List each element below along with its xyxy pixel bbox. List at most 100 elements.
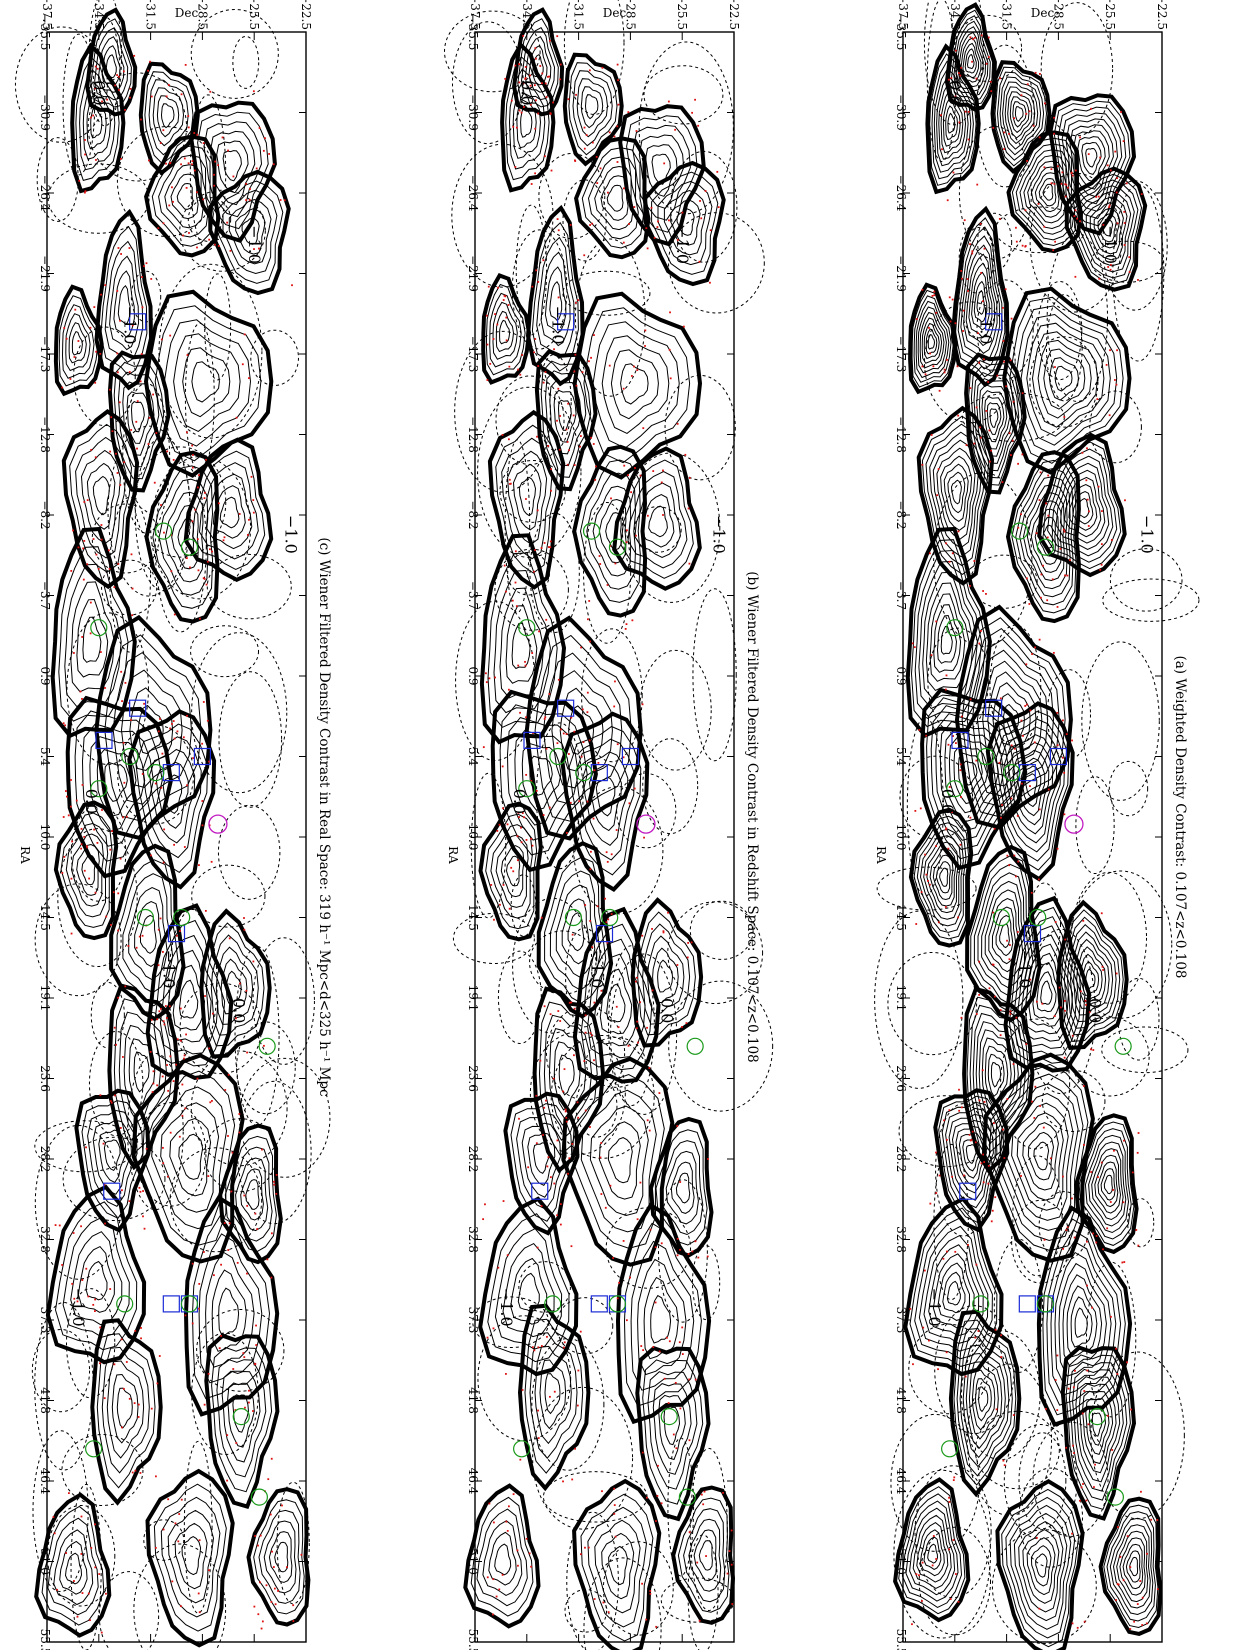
galaxy-point-marker <box>574 159 576 162</box>
galaxy-point-marker <box>71 840 74 843</box>
galaxy-point-marker <box>208 238 211 241</box>
galaxy-point-marker <box>1065 1446 1068 1449</box>
dashed-contour <box>61 1434 144 1506</box>
ra-tick-label: 41.8 <box>894 1387 908 1414</box>
galaxy-point-marker <box>270 1457 273 1460</box>
density-contour <box>913 815 970 940</box>
density-contour <box>950 479 962 505</box>
galaxy-point-marker <box>81 636 84 638</box>
galaxy-point-marker <box>667 100 670 103</box>
density-contour <box>626 115 698 233</box>
dashed-contour <box>1081 641 1160 801</box>
density-contour <box>140 914 157 954</box>
density-contour <box>962 760 978 786</box>
density-contour <box>956 1327 1013 1477</box>
density-contour <box>968 360 1023 486</box>
galaxy-point-marker <box>639 1181 642 1184</box>
zero-contour <box>532 986 606 1174</box>
density-contour <box>1009 96 1030 134</box>
group-circle-marker <box>1106 1488 1124 1506</box>
galaxy-point-marker <box>507 1505 510 1508</box>
density-contour <box>1032 961 1061 1020</box>
galaxy-point-marker <box>89 601 92 604</box>
galaxy-point-marker <box>1038 499 1041 501</box>
density-contour <box>919 311 945 369</box>
galaxy-point-marker <box>258 127 261 129</box>
galaxy-point-marker <box>559 1203 562 1205</box>
galaxy-point-marker <box>504 295 507 298</box>
galaxy-point-marker <box>97 567 100 570</box>
galaxy-point-marker <box>604 897 606 900</box>
galaxy-point-marker <box>275 1174 278 1176</box>
contour-level-label: −1.0 <box>1137 515 1156 554</box>
zero-contour <box>536 841 614 1019</box>
galaxy-point-marker <box>646 514 649 517</box>
galaxy-point-marker <box>122 70 125 73</box>
galaxy-point-marker <box>569 801 572 804</box>
galaxy-point-marker <box>625 1319 628 1322</box>
galaxy-point-marker <box>543 542 546 544</box>
galaxy-point-marker <box>597 761 600 764</box>
density-contour <box>549 281 563 321</box>
density-contour <box>1072 490 1094 525</box>
zero-contour <box>53 800 119 941</box>
density-contour <box>918 1225 989 1352</box>
galaxy-point-marker <box>584 1014 587 1017</box>
zero-contour <box>574 136 651 260</box>
density-contour <box>568 62 618 156</box>
density-contour <box>159 934 219 1055</box>
galaxy-point-marker <box>562 1090 564 1093</box>
dashed-contour <box>924 301 1016 424</box>
galaxy-point-marker <box>159 917 162 920</box>
density-contour <box>1100 1168 1116 1201</box>
galaxy-point-marker <box>1026 83 1029 86</box>
galaxy-point-marker <box>77 340 80 342</box>
contour-level-label: 0.0 <box>510 789 529 814</box>
density-contour <box>601 1532 635 1600</box>
zero-contour <box>53 284 104 397</box>
density-contour <box>76 598 109 678</box>
density-contour <box>1088 1141 1127 1227</box>
group-circle-marker <box>518 619 536 637</box>
dashed-contour <box>57 828 138 968</box>
density-contour <box>1013 1512 1068 1622</box>
galaxy-point-marker <box>1000 1334 1003 1337</box>
galaxy-point-marker <box>649 1228 652 1231</box>
galaxy-point-marker <box>95 159 97 161</box>
galaxy-point-marker <box>634 980 637 983</box>
density-contour <box>482 1520 523 1596</box>
galaxy-point-marker <box>52 1516 55 1518</box>
galaxy-point-marker <box>533 84 536 87</box>
galaxy-point-marker <box>208 548 211 551</box>
galaxy-point-marker <box>138 935 141 938</box>
density-contour <box>518 476 537 517</box>
galaxy-point-marker <box>539 65 542 67</box>
galaxy-point-marker <box>89 1619 91 1622</box>
galaxy-point-marker <box>549 1013 552 1016</box>
galaxy-point-marker <box>61 872 64 874</box>
galaxy-point-marker <box>650 206 653 209</box>
density-contour <box>1072 1368 1124 1492</box>
galaxy-point-marker <box>212 1012 214 1015</box>
galaxy-point-marker <box>1040 596 1042 599</box>
group-circle-marker <box>1029 908 1047 927</box>
galaxy-point-marker <box>292 1620 295 1622</box>
zero-contour <box>962 986 1035 1174</box>
galaxy-point-marker <box>201 800 204 802</box>
galaxy-point-marker <box>616 161 619 163</box>
galaxy-point-marker <box>1054 240 1057 243</box>
galaxy-point-marker <box>571 933 574 936</box>
galaxy-point-marker <box>935 1192 938 1194</box>
galaxy-point-marker <box>1108 414 1111 417</box>
galaxy-point-marker <box>159 717 161 720</box>
density-contour <box>222 150 242 182</box>
zero-contour <box>671 1485 736 1625</box>
galaxy-point-marker <box>76 1615 79 1618</box>
dashed-contour <box>252 937 315 1065</box>
density-contour <box>495 310 515 353</box>
density-contour <box>531 222 579 372</box>
galaxy-point-marker <box>933 290 936 293</box>
galaxy-point-marker <box>524 66 527 68</box>
dashed-contour <box>550 1034 655 1159</box>
galaxy-point-marker <box>171 1580 174 1583</box>
